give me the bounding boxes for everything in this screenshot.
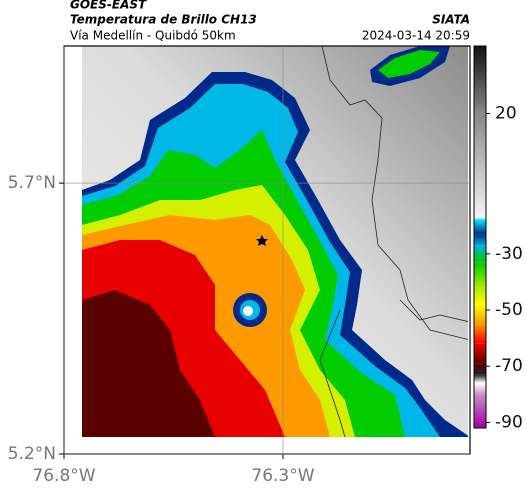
colorbar-segment [474, 287, 486, 305]
x-tick-label: 76.8°W [32, 466, 95, 486]
colorbar-tick-label: -90 [495, 412, 523, 432]
colorbar-segment [474, 234, 486, 246]
colorbar-segment [474, 46, 486, 114]
colorbar-segment [474, 304, 486, 325]
colorbar-segment [474, 245, 486, 263]
colorbar-segment [474, 363, 486, 375]
colorbar-segment [474, 220, 486, 235]
source: GOES-EAST [70, 0, 147, 12]
org: SIATA [432, 13, 470, 27]
x-tick-label: 76.3°W [251, 466, 314, 486]
route: Vía Medellín - Quibdó 50km [70, 29, 236, 43]
colorbar-tick-label: 20 [495, 103, 517, 123]
colorbar-segment [474, 324, 486, 344]
y-tick-label: 5.2°N [8, 444, 56, 464]
colorbar-tick-label: -50 [495, 300, 523, 320]
colorbar-frame [473, 45, 487, 429]
colorbar-segment [474, 262, 486, 288]
datetime: 2024-03-14 20:59 [362, 29, 470, 43]
y-tick-label: 5.7°N [8, 173, 56, 193]
colorbar-segment [474, 343, 486, 364]
colorbar-segment [474, 383, 486, 395]
colorbar-segment [474, 217, 486, 221]
title: Temperatura de Brillo CH13 [70, 13, 257, 27]
colorbar-segment [474, 113, 486, 218]
colorbar-segment [474, 374, 486, 384]
colorbar-tick-label: -70 [495, 356, 523, 376]
colorbar-segment [474, 394, 486, 428]
colorbar-tick-label: -30 [495, 244, 523, 264]
satellite-image [82, 46, 468, 437]
